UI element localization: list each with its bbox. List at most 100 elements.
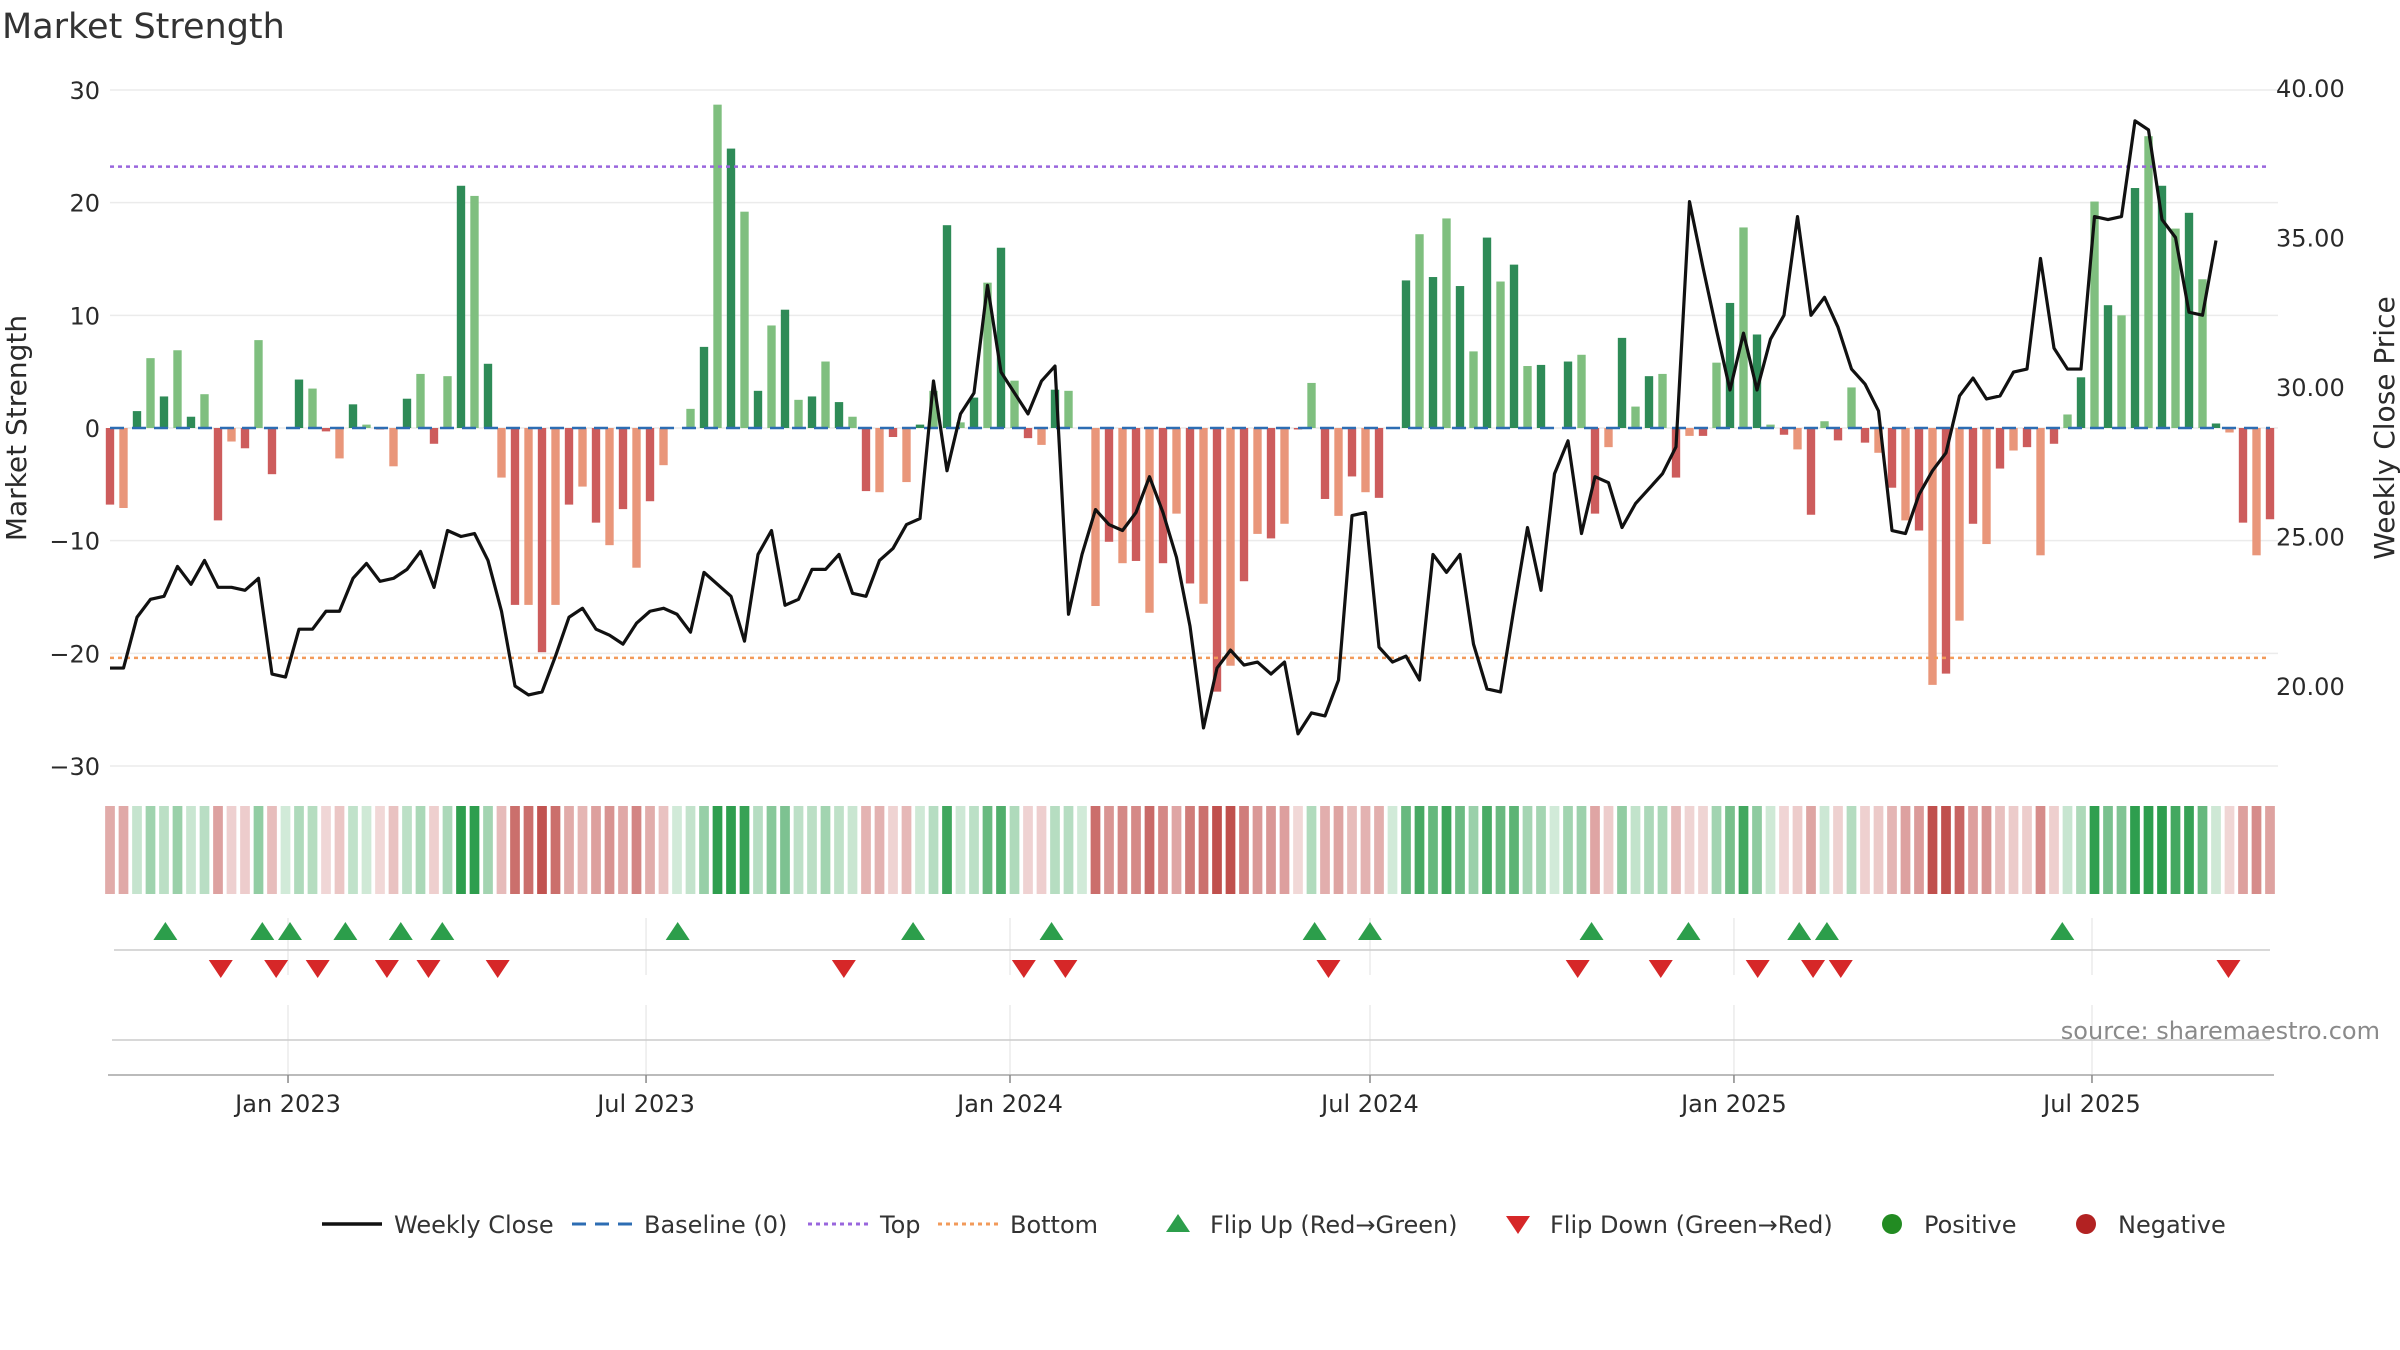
flip-down-marker	[1011, 960, 1036, 978]
heat-cell	[483, 806, 493, 894]
heat-cell	[2076, 806, 2086, 894]
heat-cell	[1090, 806, 1101, 894]
heat-cell	[807, 806, 817, 894]
heat-cell	[1387, 806, 1398, 894]
heat-cell	[550, 806, 561, 894]
x-tick-label: Jul 2025	[2041, 1090, 2141, 1118]
heat-cell	[429, 806, 439, 894]
x-tick-label: Jul 2024	[1319, 1090, 1419, 1118]
heat-cell	[982, 806, 993, 894]
strength-bar	[456, 185, 466, 428]
heat-cell	[1036, 806, 1047, 894]
heat-cell	[375, 806, 385, 894]
heat-cell	[1374, 806, 1384, 894]
heat-cell	[2143, 806, 2154, 894]
legend-label: Top	[879, 1211, 921, 1239]
strength-bar	[929, 390, 938, 428]
heat-cell	[2089, 806, 2100, 894]
strength-bar	[1766, 424, 1775, 428]
strength-bar	[227, 428, 236, 442]
strength-bar	[2144, 136, 2153, 428]
strength-bar	[1523, 366, 1532, 428]
flip-up-marker	[153, 922, 178, 940]
flip-up-marker	[1579, 922, 1604, 940]
heat-cell	[388, 806, 399, 894]
strength-bar	[875, 428, 884, 493]
heat-cell	[442, 806, 453, 894]
strength-bar	[1361, 428, 1370, 493]
strength-bar	[1671, 428, 1681, 478]
strength-bar	[294, 379, 304, 428]
heat-cell	[1306, 806, 1317, 894]
heat-cell	[1860, 806, 1870, 894]
heat-cell	[1846, 806, 1857, 894]
heat-cell	[1900, 806, 1911, 894]
legend-label: Positive	[1924, 1211, 2017, 1239]
strength-bar	[470, 195, 479, 428]
strength-bar	[2090, 201, 2099, 428]
heat-cell	[604, 806, 615, 894]
heat-cell	[1414, 806, 1425, 894]
heat-cell	[834, 806, 844, 894]
flip-down-marker	[1801, 960, 1826, 978]
heat-cell	[1158, 806, 1168, 894]
strength-bar	[1806, 428, 1816, 515]
heat-cell	[739, 806, 750, 894]
strength-bar	[1590, 428, 1600, 514]
heat-cell	[537, 806, 547, 894]
heat-cell	[199, 806, 210, 894]
heat-cell	[1617, 806, 1627, 894]
strength-bar	[618, 428, 628, 510]
strength-bar	[132, 411, 142, 428]
heat-cell	[1279, 806, 1290, 894]
strength-bar	[1253, 428, 1262, 534]
heat-cell	[847, 806, 858, 894]
heat-cell	[793, 806, 804, 894]
strength-bar	[2184, 212, 2194, 428]
heat-cell	[631, 806, 642, 894]
x-axis: Jan 2023 Jul 2023 Jan 2024 Jul 2024 Jan 2025…	[108, 1039, 2274, 1118]
strength-bar	[1037, 428, 1046, 445]
strength-bar	[240, 428, 250, 449]
strength-bar	[1712, 362, 1721, 428]
strength-bar	[1739, 227, 1748, 428]
heat-cell	[294, 806, 304, 894]
flip-up-marker	[388, 922, 413, 940]
right-tick-label: 30.00	[2276, 374, 2345, 402]
heat-cell	[1131, 806, 1141, 894]
heat-cell	[1738, 806, 1749, 894]
strength-bar	[632, 428, 641, 568]
flip-markers	[114, 922, 2270, 978]
strength-bar	[335, 428, 344, 459]
strength-bar	[483, 363, 493, 428]
heat-cell	[2251, 806, 2262, 894]
source-credit: source: sharemaestro.com	[2061, 1017, 2380, 1045]
strength-bar	[429, 428, 439, 444]
strength-bar	[605, 428, 614, 546]
strength-bar	[726, 148, 736, 428]
heat-cell	[1023, 806, 1033, 894]
strength-bar	[1779, 428, 1789, 435]
right-tick-label: 35.00	[2276, 225, 2345, 253]
legend-item: Negative	[2076, 1211, 2226, 1239]
heat-cell	[1104, 806, 1114, 894]
strength-bar	[1239, 428, 1249, 582]
strength-bar	[1442, 218, 1451, 428]
legend-item: Flip Down (Green→Red)	[1506, 1211, 1833, 1239]
heat-cell	[1819, 806, 1830, 894]
heat-cell	[618, 806, 628, 894]
flip-down-marker	[305, 960, 330, 978]
strength-bar	[834, 402, 844, 428]
strength-bar	[1010, 380, 1019, 428]
legend-label: Baseline (0)	[644, 1211, 787, 1239]
weekly-close-line	[110, 119, 2218, 736]
strength-bar	[2022, 428, 2032, 448]
heat-cell	[996, 806, 1006, 894]
legend-item: Flip Up (Red→Green)	[1166, 1211, 1458, 1239]
left-axis-label: Market Strength	[0, 315, 33, 541]
heat-cell	[1630, 806, 1641, 894]
strength-bar	[1023, 428, 1033, 439]
strength-bar	[821, 361, 830, 428]
strength-bar	[1401, 280, 1411, 428]
